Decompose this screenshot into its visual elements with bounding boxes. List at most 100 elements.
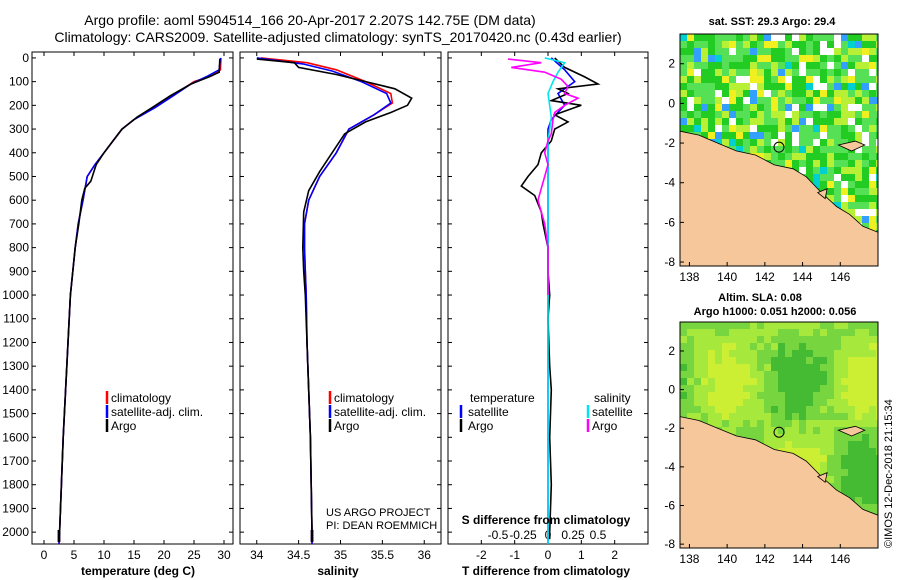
legend-label-argo: Argo: [334, 419, 360, 433]
y-tick-label: 1000: [2, 288, 29, 302]
difference-secondary-xlabel: S difference from climatology: [462, 513, 631, 527]
x-tick-label: 142: [755, 270, 775, 284]
y-tick-label: 900: [9, 264, 29, 278]
x-tick-label: 146: [830, 552, 850, 566]
y-tick-label: 600: [9, 193, 29, 207]
series-t-argo: [520, 57, 601, 540]
y-tick-label: 0: [668, 96, 675, 110]
x-tick-label: 34.5: [287, 548, 311, 562]
y-tick-label: 700: [9, 217, 29, 231]
project-label: US ARGO PROJECT: [326, 507, 431, 519]
argo-location-marker: [773, 426, 785, 438]
difference-xlabel: T difference from climatology: [462, 564, 630, 578]
map-frame: [679, 321, 879, 549]
x-tick-label: 10: [97, 548, 111, 562]
x-tick-label: 0: [545, 548, 552, 562]
series-argo: [58, 59, 221, 540]
difference-legend: temperature satellite Argo salinity sate…: [459, 391, 633, 433]
y-tick-label: 2000: [2, 525, 29, 539]
sla-map-title: Altim. SLA: 0.08: [718, 292, 802, 304]
legend-heading-temperature: temperature: [470, 391, 535, 405]
x-tick-label: 142: [755, 552, 775, 566]
pi-label: PI: DEAN ROEMMICH: [326, 520, 437, 532]
sst-map-title: sat. SST: 29.3 Argo: 29.4: [709, 16, 837, 28]
y-tick-label: 1900: [2, 501, 29, 515]
secondary-x-tick-label: -0.25: [509, 528, 537, 542]
x-tick-label: 15: [127, 548, 141, 562]
x-tick-label: 35.5: [371, 548, 395, 562]
x-tick-label: 34: [250, 548, 264, 562]
y-tick-label: -4: [664, 176, 675, 190]
x-tick-label: 140: [717, 270, 737, 284]
legend-label-s-satellite: satellite: [592, 405, 633, 419]
title-line-2: Climatology: CARS2009. Satellite-adjuste…: [54, 29, 622, 45]
y-tick-label: 100: [9, 75, 29, 89]
sst-map: [679, 33, 879, 267]
legend-label-satellite: satellite-adj. clim.: [111, 405, 203, 419]
x-tick-label: 144: [793, 270, 813, 284]
legend-label-t-satellite: satellite: [468, 405, 509, 419]
temperature-xlabel: temperature (deg C): [81, 564, 195, 578]
y-tick-label: -8: [664, 537, 675, 551]
series-climatology: [58, 57, 222, 545]
series-satellite-adj-clim-: [256, 57, 392, 544]
y-tick-label: 1700: [2, 454, 29, 468]
title-line-1: Argo profile: aoml 5904514_166 20-Apr-20…: [84, 12, 536, 28]
map-frame: [679, 33, 879, 267]
x-tick-label: 2: [611, 548, 618, 562]
legend-label-satellite: satellite-adj. clim.: [334, 405, 426, 419]
y-tick-label: -6: [664, 215, 675, 229]
series-s-satellite: [544, 57, 567, 544]
y-tick-label: 1600: [2, 430, 29, 444]
salinity-legend: climatology satellite-adj. clim. Argo: [328, 391, 426, 433]
x-tick-label: 146: [830, 270, 850, 284]
y-tick-label: 1400: [2, 383, 29, 397]
y-tick-label: 1100: [3, 312, 29, 326]
secondary-x-tick-label: -0.5: [488, 528, 509, 542]
y-tick-label: -4: [664, 460, 675, 474]
map-field: [680, 34, 878, 266]
series-argo: [256, 58, 413, 540]
x-tick-label: 35: [334, 548, 348, 562]
secondary-x-tick-label: 0.5: [590, 528, 607, 542]
y-tick-label: 0: [668, 383, 675, 397]
map-field: [680, 322, 878, 548]
x-tick-label: 25: [187, 548, 201, 562]
legend-label-climatology: climatology: [334, 391, 394, 405]
legend-label-t-argo: Argo: [468, 419, 494, 433]
land-mass: [680, 130, 878, 266]
x-tick-label: 138: [679, 552, 699, 566]
temperature-legend: climatology satellite-adj. clim. Argo: [105, 391, 203, 433]
x-tick-label: 138: [679, 270, 699, 284]
x-tick-label: 1: [578, 548, 585, 562]
sla-map: [679, 321, 879, 549]
y-tick-label: -2: [664, 136, 675, 150]
legend-label-argo: Argo: [111, 419, 137, 433]
temperature-axes: [31, 51, 234, 545]
island: [816, 188, 828, 200]
legend-label-climatology: climatology: [111, 391, 171, 405]
y-tick-label: 2: [668, 344, 675, 358]
credit-label: ©IMOS 12-Dec-2018 21:15:34: [883, 399, 895, 548]
x-tick-label: -1: [509, 548, 520, 562]
y-tick-label: -6: [664, 499, 675, 513]
y-tick-label: 1800: [2, 478, 29, 492]
series-s-argo: [507, 58, 580, 295]
y-tick-label: 300: [9, 122, 29, 136]
island: [837, 425, 866, 437]
y-tick-label: 2: [668, 57, 675, 71]
x-tick-label: 0: [41, 548, 48, 562]
y-tick-label: 500: [9, 169, 29, 183]
secondary-x-tick-label: 0.25: [561, 528, 585, 542]
x-tick-label: 140: [717, 552, 737, 566]
land-mass: [680, 416, 878, 548]
x-tick-label: 30: [217, 548, 231, 562]
y-tick-label: 1300: [2, 359, 29, 373]
island: [816, 472, 828, 484]
legend-heading-salinity: salinity: [594, 391, 631, 405]
series-climatology: [260, 57, 394, 544]
salinity-axes: [239, 51, 442, 545]
y-tick-label: 0: [22, 51, 29, 65]
y-tick-label: 200: [9, 98, 29, 112]
